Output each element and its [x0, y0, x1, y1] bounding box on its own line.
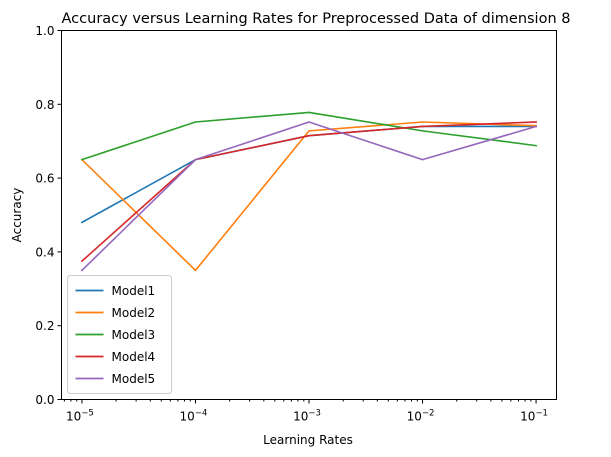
- x-tick-label: 10−5: [66, 409, 94, 424]
- data-point-model3: [421, 130, 424, 132]
- plot-frame: [61, 30, 557, 400]
- series-line-model2: [80, 121, 537, 272]
- data-point-model4: [421, 125, 424, 128]
- y-axis-label: Accuracy: [10, 188, 24, 243]
- x-tick-label: 10−1: [520, 409, 548, 424]
- data-point-model5: [535, 125, 537, 128]
- series-line-model4: [80, 121, 537, 263]
- legend: Model1 Model2 Model3 Model4 Model5: [67, 275, 172, 394]
- series-line-model5: [80, 121, 538, 272]
- x-tick-label: 10−3: [293, 409, 321, 424]
- y-tick-label: 0.2: [35, 319, 54, 333]
- x-tick-label: 10−4: [180, 409, 208, 424]
- data-point-model3: [535, 144, 537, 147]
- x-tick-label: 10−2: [407, 409, 435, 424]
- data-point-model4: [535, 121, 537, 123]
- data-point-model3: [81, 158, 83, 161]
- data-point-model1: [81, 221, 83, 224]
- y-tick-label: 0.4: [35, 245, 54, 259]
- data-point-model4: [81, 260, 83, 262]
- y-tick-label: 0.0: [35, 393, 54, 407]
- data-point-model5: [308, 121, 310, 123]
- x-axis: 10−5 10−4 10−3 10−2 10−1: [63, 399, 548, 424]
- data-point-model5: [421, 158, 424, 161]
- y-tick-label: 0.6: [35, 172, 54, 186]
- legend-label: Model4: [112, 350, 156, 364]
- data-point-model2: [421, 121, 424, 123]
- legend-label: Model2: [112, 306, 156, 320]
- data-point-model5: [81, 269, 83, 272]
- y-tick-label: 0.8: [35, 98, 54, 112]
- legend-label: Model3: [112, 328, 156, 342]
- legend-box: [67, 275, 172, 394]
- data-point-model3: [308, 111, 310, 114]
- data-point-model4: [308, 134, 310, 137]
- x-axis-label: Learning Rates: [263, 433, 353, 447]
- series-line-model1: [80, 125, 537, 224]
- y-axis: 0.0 0.2 0.4 0.6 0.8 1.0: [35, 24, 62, 407]
- data-point-model3: [194, 121, 197, 123]
- series-layer: [80, 111, 538, 272]
- y-tick-label: 1.0: [35, 24, 54, 38]
- data-point-model2: [308, 130, 310, 132]
- legend-label: Model5: [112, 372, 156, 386]
- data-point-model2: [194, 269, 197, 272]
- data-point-model5: [194, 158, 197, 161]
- chart-title: Accuracy versus Learning Rates for Prepr…: [62, 11, 571, 27]
- legend-label: Model1: [112, 284, 156, 298]
